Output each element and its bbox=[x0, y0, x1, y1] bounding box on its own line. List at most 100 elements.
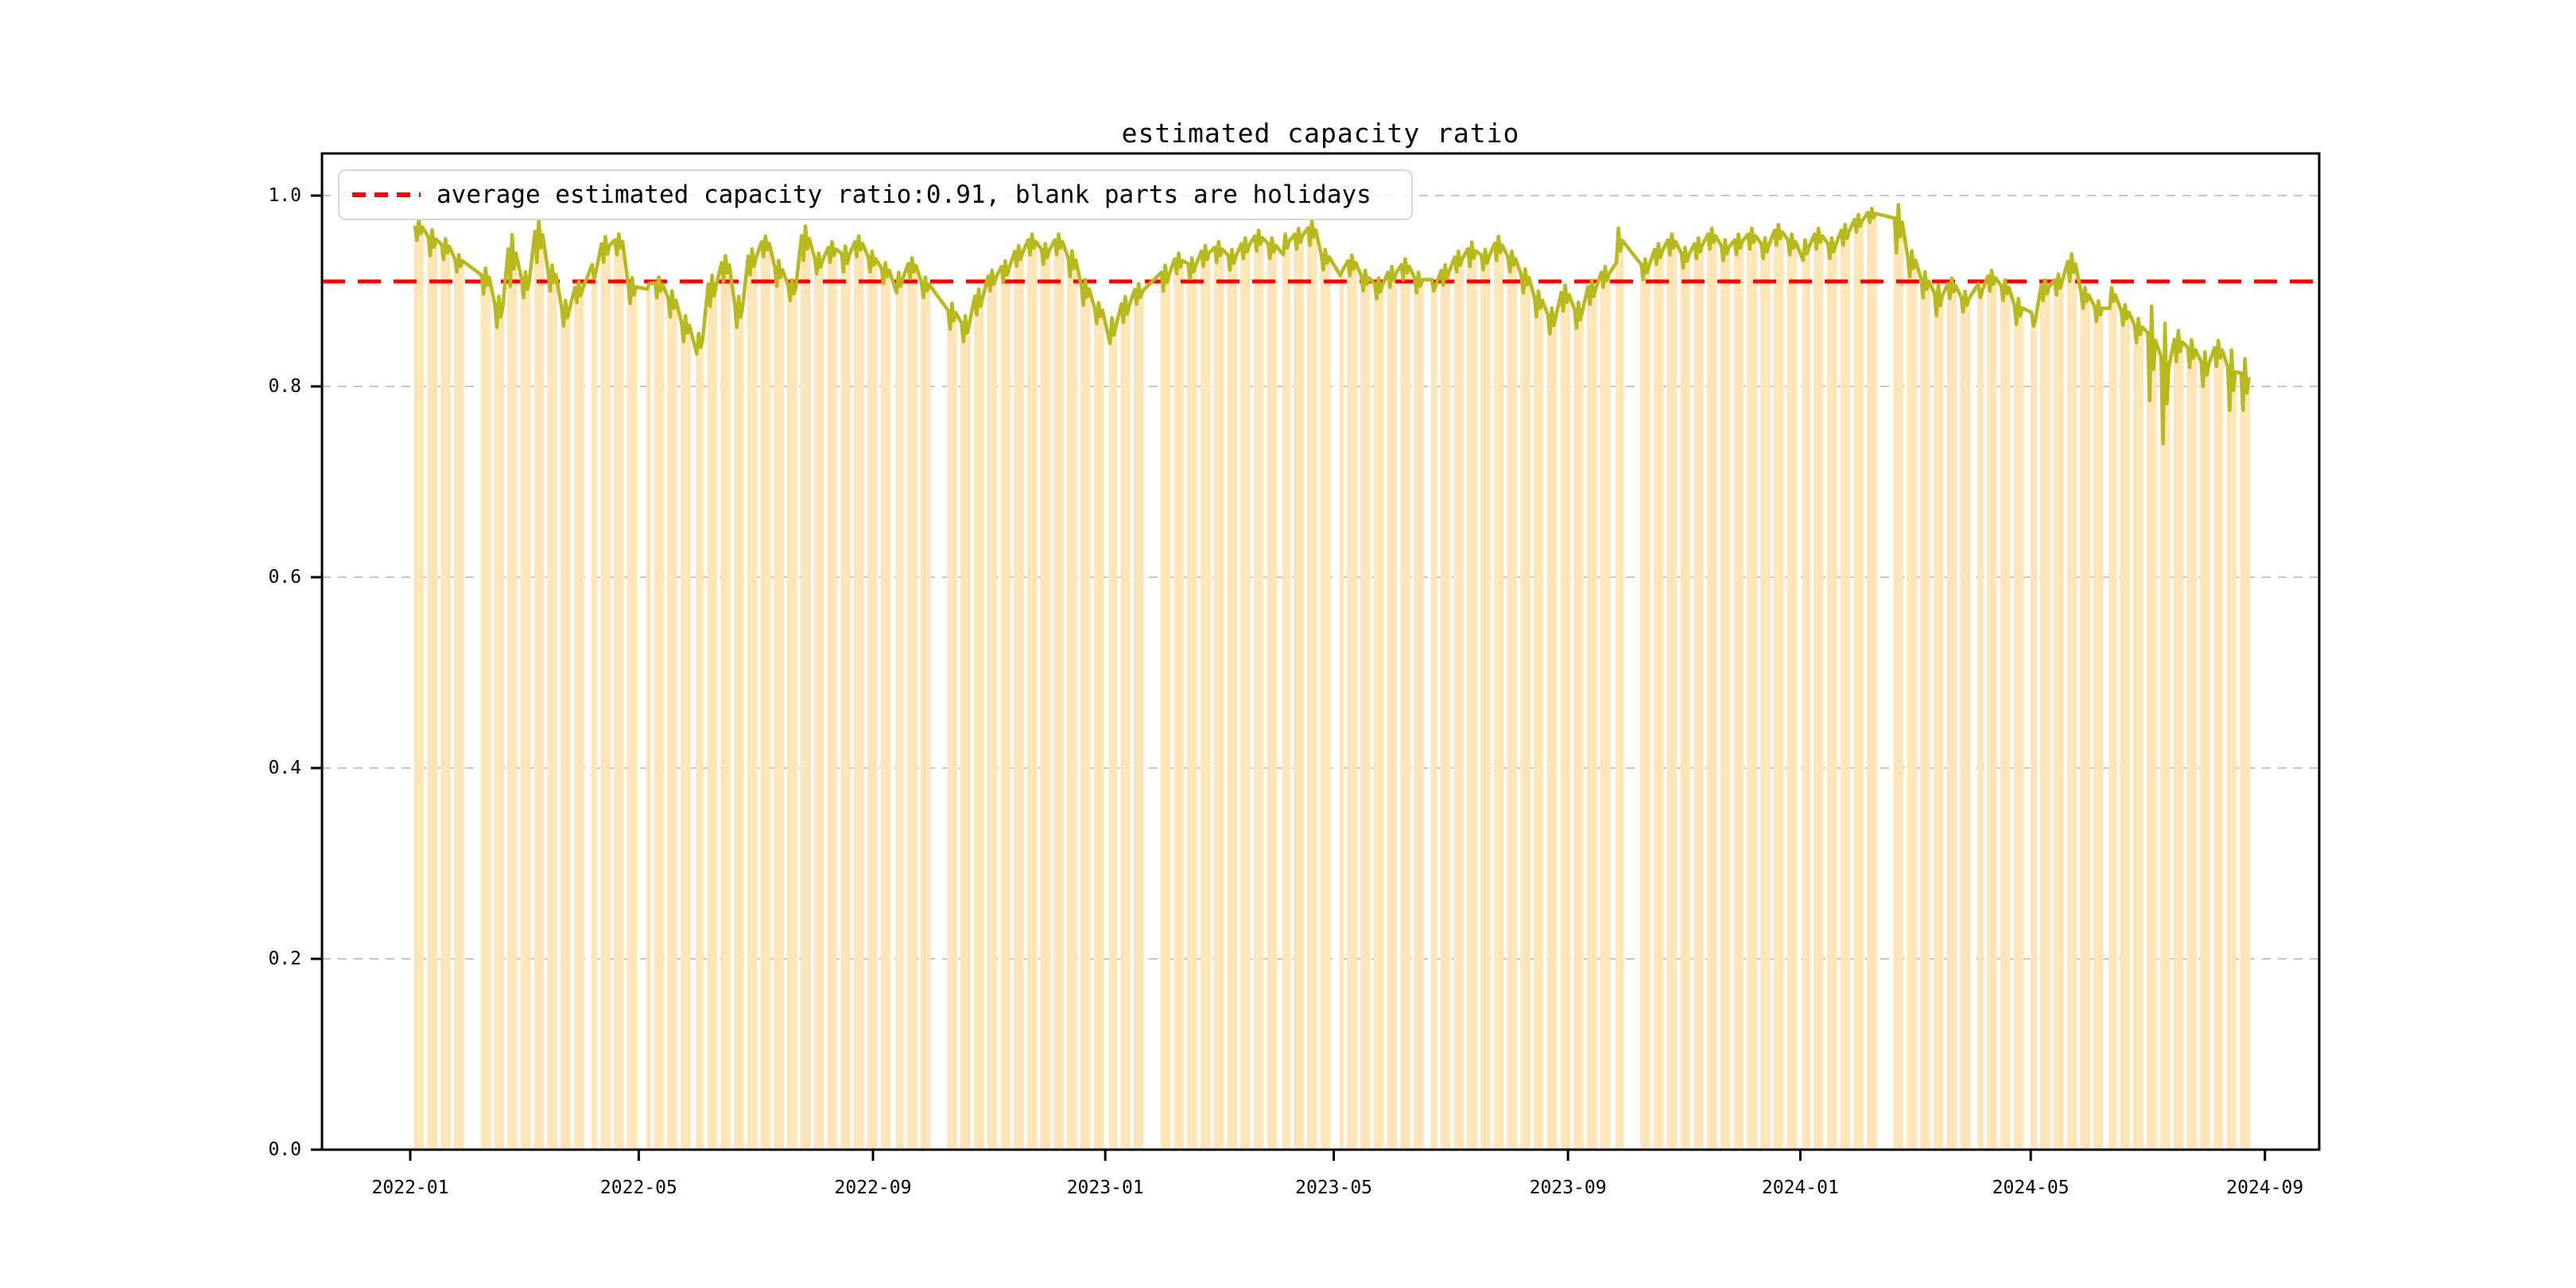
day-bar bbox=[1404, 258, 1407, 1150]
day-bar bbox=[2207, 364, 2210, 1150]
day-bar bbox=[2002, 301, 2005, 1150]
y-tick-label: 0.4 bbox=[268, 758, 301, 778]
day-bar bbox=[1071, 250, 1073, 1150]
day-bar bbox=[1821, 235, 1824, 1150]
day-bar bbox=[627, 285, 630, 1150]
day-bar bbox=[2042, 301, 2045, 1150]
day-bar bbox=[966, 332, 969, 1150]
day-bar bbox=[1964, 291, 1967, 1150]
day-bar bbox=[1391, 266, 1394, 1150]
day-bar bbox=[1565, 302, 1569, 1150]
day-bar bbox=[1034, 241, 1038, 1150]
day-bar bbox=[1461, 258, 1464, 1150]
y-tick-label: 0.0 bbox=[268, 1139, 301, 1160]
day-bar bbox=[1164, 265, 1167, 1150]
day-bar bbox=[914, 265, 918, 1150]
day-bar bbox=[1351, 254, 1353, 1150]
day-bar bbox=[1501, 245, 1504, 1150]
y-tick-label: 0.8 bbox=[268, 376, 301, 397]
day-bar bbox=[1472, 258, 1476, 1150]
day-bar bbox=[1299, 242, 1302, 1150]
day-bar bbox=[551, 265, 554, 1150]
day-bar bbox=[1457, 251, 1461, 1150]
day-bar bbox=[621, 241, 624, 1150]
day-bar bbox=[1430, 279, 1433, 1150]
day-bar bbox=[1815, 249, 1818, 1150]
day-bar bbox=[671, 291, 673, 1150]
day-bar bbox=[1084, 279, 1087, 1150]
day-bar bbox=[701, 340, 704, 1150]
day-bar bbox=[1007, 268, 1011, 1150]
day-bar bbox=[1860, 220, 1864, 1150]
day-bar bbox=[1537, 291, 1540, 1150]
day-bar bbox=[1515, 258, 1517, 1150]
day-bar bbox=[659, 290, 662, 1150]
day-bar bbox=[2068, 281, 2071, 1150]
day-bar bbox=[1841, 245, 1845, 1150]
day-bar bbox=[1415, 293, 1418, 1150]
day-bar bbox=[1168, 274, 1171, 1150]
day-bar bbox=[634, 286, 638, 1150]
day-bar bbox=[2206, 374, 2209, 1150]
day-bar bbox=[1243, 238, 1247, 1150]
day-bar bbox=[779, 277, 782, 1150]
day-bar bbox=[1193, 271, 1196, 1150]
day-bar bbox=[1977, 283, 1980, 1150]
day-bar bbox=[1014, 251, 1017, 1150]
day-bar bbox=[1160, 272, 1163, 1150]
day-bar bbox=[2055, 294, 2058, 1150]
day-bar bbox=[980, 306, 982, 1150]
day-bar bbox=[2202, 386, 2205, 1150]
day-bar bbox=[1055, 254, 1058, 1150]
day-bar bbox=[1325, 263, 1329, 1150]
day-bar bbox=[1834, 245, 1837, 1150]
day-bar bbox=[2147, 332, 2150, 1150]
day-bar bbox=[1206, 259, 1208, 1150]
day-bar bbox=[2200, 361, 2203, 1150]
day-bar bbox=[1549, 334, 1552, 1150]
day-bar bbox=[901, 279, 904, 1150]
day-bar bbox=[1534, 298, 1536, 1150]
day-bar bbox=[992, 284, 995, 1150]
day-bar bbox=[831, 242, 834, 1150]
day-bar bbox=[1868, 222, 1872, 1150]
day-bar bbox=[1941, 296, 1944, 1150]
day-bar bbox=[869, 272, 872, 1150]
day-bar bbox=[1373, 283, 1376, 1150]
day-bar bbox=[1814, 234, 1816, 1150]
day-bar bbox=[1844, 224, 1847, 1150]
day-bar bbox=[977, 289, 980, 1150]
day-bar bbox=[514, 253, 518, 1150]
day-bar bbox=[457, 254, 460, 1150]
day-bar bbox=[1512, 265, 1515, 1150]
day-bar bbox=[1284, 234, 1287, 1150]
day-bar bbox=[1979, 297, 1982, 1150]
day-bar bbox=[1706, 234, 1709, 1150]
day-bar bbox=[686, 332, 689, 1150]
day-bar bbox=[581, 289, 584, 1150]
day-bar bbox=[1181, 260, 1184, 1150]
day-bar bbox=[871, 251, 874, 1150]
day-bar bbox=[1587, 287, 1589, 1150]
day-bar bbox=[2221, 350, 2224, 1150]
day-bar bbox=[1080, 286, 1083, 1150]
day-bar bbox=[1709, 249, 1712, 1150]
day-bar bbox=[1508, 272, 1511, 1150]
day-bar bbox=[747, 256, 750, 1150]
day-bar bbox=[1952, 292, 1955, 1150]
day-bar bbox=[1541, 300, 1544, 1150]
day-bar bbox=[655, 297, 658, 1150]
day-bar bbox=[1019, 259, 1022, 1150]
day-bar bbox=[2159, 356, 2163, 1150]
day-bar bbox=[1444, 264, 1447, 1150]
day-bar bbox=[1414, 277, 1417, 1150]
day-bar bbox=[1448, 272, 1451, 1150]
day-bar bbox=[2240, 373, 2243, 1150]
day-bar bbox=[1728, 247, 1731, 1150]
day-bar bbox=[1069, 277, 1072, 1150]
day-bar bbox=[1714, 235, 1717, 1150]
day-bar bbox=[1348, 275, 1352, 1150]
day-bar bbox=[859, 250, 863, 1150]
